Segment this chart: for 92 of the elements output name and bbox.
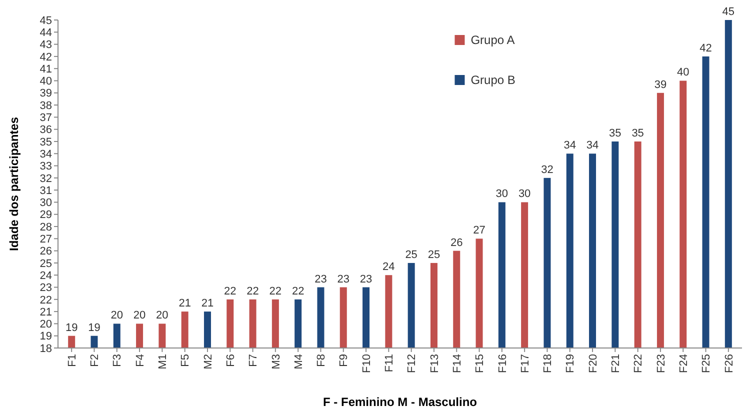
x-tick-label: F11 — [384, 354, 396, 372]
y-tick-label: 39 — [40, 88, 52, 100]
y-tick-label: 18 — [40, 342, 52, 355]
data-label: 22 — [246, 285, 259, 298]
data-label: 34 — [564, 140, 576, 152]
x-tick-label: F9 — [338, 354, 350, 367]
y-tick-label: 38 — [40, 100, 52, 112]
x-tick-label: F16 — [496, 354, 509, 373]
x-tick-label: F21 — [610, 354, 622, 373]
x-axis-title: F - Feminino M - Masculino — [323, 395, 477, 409]
y-axis-title: Idade dos participantes — [7, 116, 21, 252]
data-label: 30 — [496, 188, 508, 200]
x-tick-label: F14 — [451, 354, 464, 373]
y-tick-label: 37 — [40, 112, 52, 124]
y-tick-label: 20 — [40, 318, 52, 331]
x-tick-label: F19 — [564, 354, 577, 373]
y-tick-label: 29 — [40, 209, 52, 222]
x-tick-label: F10 — [360, 354, 373, 373]
data-label: 35 — [632, 127, 644, 140]
data-label: 22 — [269, 285, 282, 298]
data-label: 25 — [428, 248, 440, 261]
y-tick-label: 30 — [40, 197, 52, 210]
y-tick-label: 43 — [40, 39, 52, 52]
x-tick-label: F25 — [700, 354, 713, 373]
data-label: 23 — [360, 273, 372, 286]
data-label: 40 — [676, 66, 690, 79]
data-label: 32 — [541, 164, 554, 176]
x-tick-label: F22 — [632, 354, 645, 373]
y-tick-label: 32 — [40, 172, 52, 185]
y-tick-label: 25 — [40, 258, 52, 270]
data-label: 25 — [405, 248, 418, 261]
y-tick-label: 27 — [40, 234, 52, 246]
data-label: 20 — [156, 310, 168, 322]
y-tick-label: 45 — [40, 14, 52, 27]
data-label: 19 — [88, 322, 100, 334]
y-tick-label: 31 — [40, 184, 52, 197]
legend-label: Grupo B — [470, 73, 516, 88]
x-tick-label: F7 — [248, 354, 260, 367]
x-tick-label: F2 — [89, 354, 102, 367]
data-label: 23 — [337, 273, 350, 286]
x-tick-label: F6 — [224, 354, 237, 367]
data-label: 19 — [65, 322, 78, 334]
y-tick-label: 36 — [40, 124, 52, 136]
data-label: 24 — [382, 261, 395, 274]
data-label: 20 — [110, 310, 124, 322]
x-tick-label: F1 — [66, 354, 78, 367]
x-tick-label: F26 — [723, 354, 736, 373]
x-tick-label: F15 — [474, 354, 486, 373]
data-label: 39 — [654, 78, 667, 91]
legend-label: Grupo A — [470, 33, 515, 48]
y-tick-label: 40 — [40, 76, 52, 88]
y-tick-label: 34 — [40, 148, 52, 160]
y-tick-label: 24 — [40, 270, 52, 282]
data-label: 21 — [178, 298, 191, 310]
x-tick-label: M4 — [292, 354, 305, 370]
x-tick-label: M2 — [202, 354, 214, 370]
x-tick-label: F4 — [134, 354, 146, 367]
data-label: 23 — [314, 273, 327, 286]
data-label: 20 — [133, 310, 146, 322]
data-label: 30 — [518, 188, 531, 200]
x-tick-label: M3 — [270, 354, 282, 370]
y-tick-label: 22 — [40, 294, 52, 306]
data-label: 22 — [224, 285, 236, 298]
x-tick-label: F8 — [316, 354, 328, 367]
x-tick-label: F23 — [655, 354, 668, 373]
data-label: 45 — [722, 6, 735, 18]
y-tick-label: 23 — [40, 282, 52, 294]
y-tick-label: 42 — [40, 51, 52, 64]
y-tick-label: 44 — [40, 27, 52, 39]
data-label: 35 — [609, 127, 622, 140]
x-tick-label: F13 — [428, 354, 441, 373]
data-label: 27 — [473, 224, 486, 237]
x-tick-label: F20 — [587, 354, 600, 373]
y-tick-label: 21 — [40, 306, 52, 318]
y-tick-label: 28 — [40, 221, 52, 234]
x-tick-label: F3 — [112, 354, 124, 367]
y-tick-label: 19 — [40, 330, 52, 343]
x-tick-label: F17 — [519, 354, 532, 373]
y-tick-label: 26 — [40, 246, 52, 258]
x-tick-label: F12 — [406, 354, 418, 373]
y-tick-label: 41 — [40, 63, 52, 76]
data-label: 26 — [450, 236, 463, 249]
x-tick-label: F24 — [678, 354, 690, 373]
y-tick-label: 35 — [40, 136, 52, 148]
data-label: 34 — [586, 140, 599, 152]
x-tick-label: M1 — [157, 354, 170, 370]
y-tick-label: 33 — [40, 160, 52, 173]
data-label: 22 — [292, 285, 304, 298]
x-tick-label: F18 — [542, 354, 554, 373]
data-label: 21 — [201, 298, 214, 310]
data-label: 42 — [700, 42, 712, 54]
x-tick-label: F5 — [180, 354, 192, 367]
